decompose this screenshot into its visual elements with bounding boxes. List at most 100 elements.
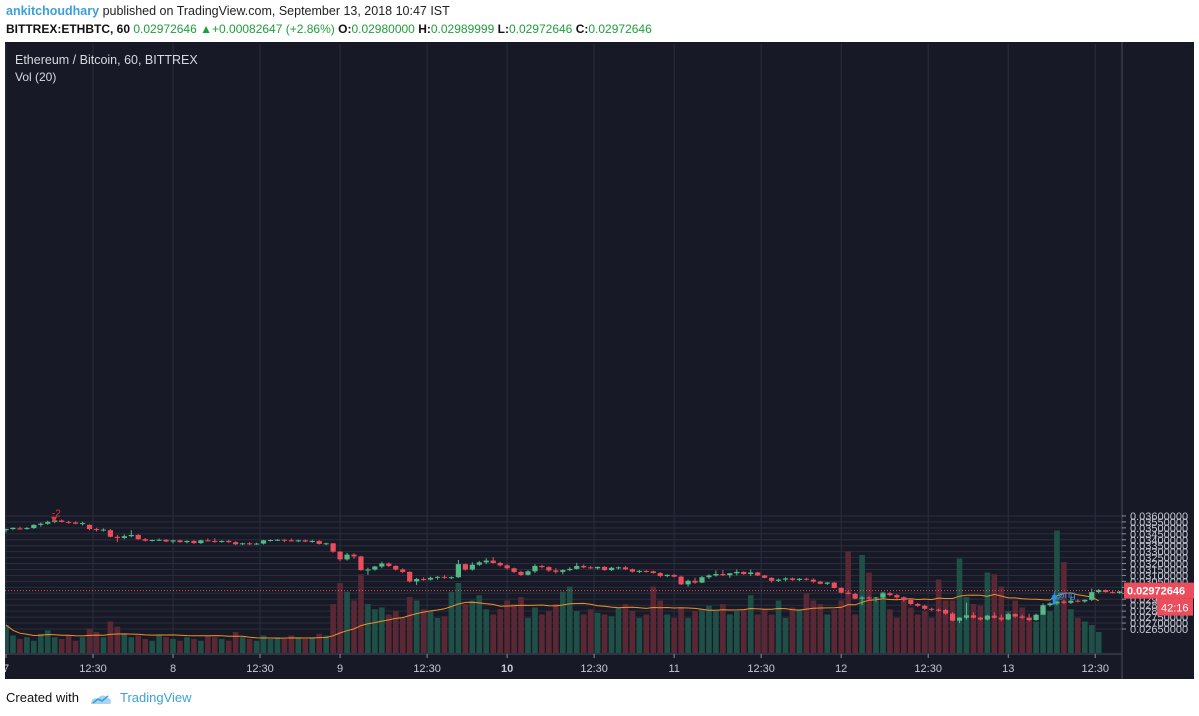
quote-line: BITTREX:ETHBTC, 60 0.02972646 ▲+0.000826… <box>6 22 652 36</box>
price-tick-label: 0.03600000 <box>1130 511 1188 523</box>
volume-bar <box>406 597 413 653</box>
volume-bar <box>205 635 211 653</box>
candle-body <box>782 578 789 580</box>
volume-bar <box>476 595 483 653</box>
chart-title: Ethereum / Bitcoin, 60, BITTREX <box>15 53 198 67</box>
candle-body <box>24 528 30 530</box>
last-price-badge <box>1124 582 1194 599</box>
close-value: 0.02972646 <box>588 22 652 36</box>
price-tick-label: 0.03100000 <box>1130 570 1188 582</box>
grid-lines <box>5 44 1122 654</box>
volume-bar <box>782 618 789 653</box>
candle-body <box>233 542 239 545</box>
volume-bar <box>573 611 580 653</box>
candle-body <box>762 575 768 578</box>
volume-bar <box>1005 611 1012 653</box>
candle-body <box>427 577 434 580</box>
candle-body <box>894 595 900 598</box>
candle-body <box>984 615 990 620</box>
candle-body <box>170 540 176 542</box>
volume-bar <box>608 616 615 653</box>
volume-bar <box>692 611 698 653</box>
candle-body <box>1110 592 1116 594</box>
volume-bar <box>386 614 392 653</box>
candle-body <box>93 529 100 531</box>
candle-body <box>365 569 371 571</box>
volume-bar <box>344 591 350 653</box>
volume-bar <box>539 614 545 653</box>
volume-bar <box>10 635 16 653</box>
candle-body <box>247 543 253 545</box>
candle-body <box>17 528 23 530</box>
volume-bar <box>399 618 406 653</box>
time-axis: 7 12:30 8 12:30 9 12:30 10 12:30 11 12:30 12 12:30 1… <box>5 654 1109 675</box>
volume-bar <box>1075 618 1081 653</box>
candle-body <box>59 520 65 522</box>
candle-body <box>546 567 552 571</box>
price-tick-label: 0.02650000 <box>1130 624 1188 636</box>
candle-body <box>358 556 364 571</box>
volume-bar <box>38 633 44 653</box>
volume-bar <box>232 632 239 653</box>
volume-bar <box>1019 607 1025 653</box>
candle-body <box>588 567 594 569</box>
tradingview-link[interactable]: TradingView <box>120 690 192 705</box>
volume-bar <box>643 614 650 653</box>
volume-bar <box>963 597 970 653</box>
time-tick-label: 12:30 <box>747 663 775 675</box>
candle-body <box>922 605 928 609</box>
time-tick-label: 12:30 <box>914 663 942 675</box>
publish-info: ankitchoudhary published on TradingView.… <box>6 4 450 18</box>
volume-ma-line <box>5 592 1099 639</box>
volume-bar <box>302 639 309 653</box>
author-link[interactable]: ankitchoudhary <box>6 4 100 18</box>
time-tick-label: 13 <box>1002 663 1014 675</box>
candle-body <box>10 527 16 530</box>
volume-bar <box>838 600 844 653</box>
volume-bar <box>413 600 420 653</box>
candle-body <box>727 573 733 576</box>
candle-body <box>1019 616 1025 618</box>
candle-body <box>908 599 914 605</box>
volume-bar <box>713 611 719 653</box>
candle-body <box>692 580 698 583</box>
volume-bar <box>901 597 907 653</box>
candle-body <box>699 577 705 583</box>
time-tick-label: 8 <box>170 663 176 675</box>
candle-body <box>302 540 308 542</box>
volume-bar <box>504 600 510 653</box>
price-tick-label: 0.02700000 <box>1130 618 1188 630</box>
time-tick-label: 7 <box>5 663 9 675</box>
price-tick-label: 0.03150000 <box>1130 565 1188 577</box>
volume-bar <box>1068 609 1074 653</box>
volume-bar <box>198 640 204 653</box>
candlestick-chart[interactable]: 0.036000000.035500000.035000000.03450000… <box>5 42 1194 679</box>
candle-body <box>295 540 301 542</box>
volume-bar <box>622 604 629 653</box>
candle-body <box>817 581 823 584</box>
candle-body <box>448 577 455 579</box>
volume-bar <box>246 639 253 653</box>
candle-body <box>421 579 427 581</box>
volume-bar <box>852 614 858 653</box>
candle-body <box>1026 617 1032 621</box>
candle-body <box>511 568 517 572</box>
volume-bar <box>274 637 281 653</box>
candle-body <box>901 597 907 600</box>
volume-bar <box>970 604 977 653</box>
volume-bar <box>747 595 754 653</box>
candle-body <box>219 540 225 542</box>
volume-bar <box>351 600 357 653</box>
volume-bar <box>5 625 9 653</box>
candle-body <box>650 571 656 574</box>
price-axis: 0.036000000.035500000.035000000.03450000… <box>1122 511 1188 636</box>
change-value: +0.00082647 (+2.86%) <box>212 22 335 36</box>
candle-body <box>866 597 872 599</box>
candle-body <box>121 536 127 538</box>
candle-body <box>212 540 218 542</box>
candle-body <box>553 570 559 572</box>
chart-area[interactable]: 0.03600000 0.03550000 0.03500000 0.03450000… <box>5 42 1194 679</box>
candle-body <box>539 565 545 568</box>
time-tick-label: 12:30 <box>413 663 441 675</box>
candle-body <box>678 576 684 585</box>
